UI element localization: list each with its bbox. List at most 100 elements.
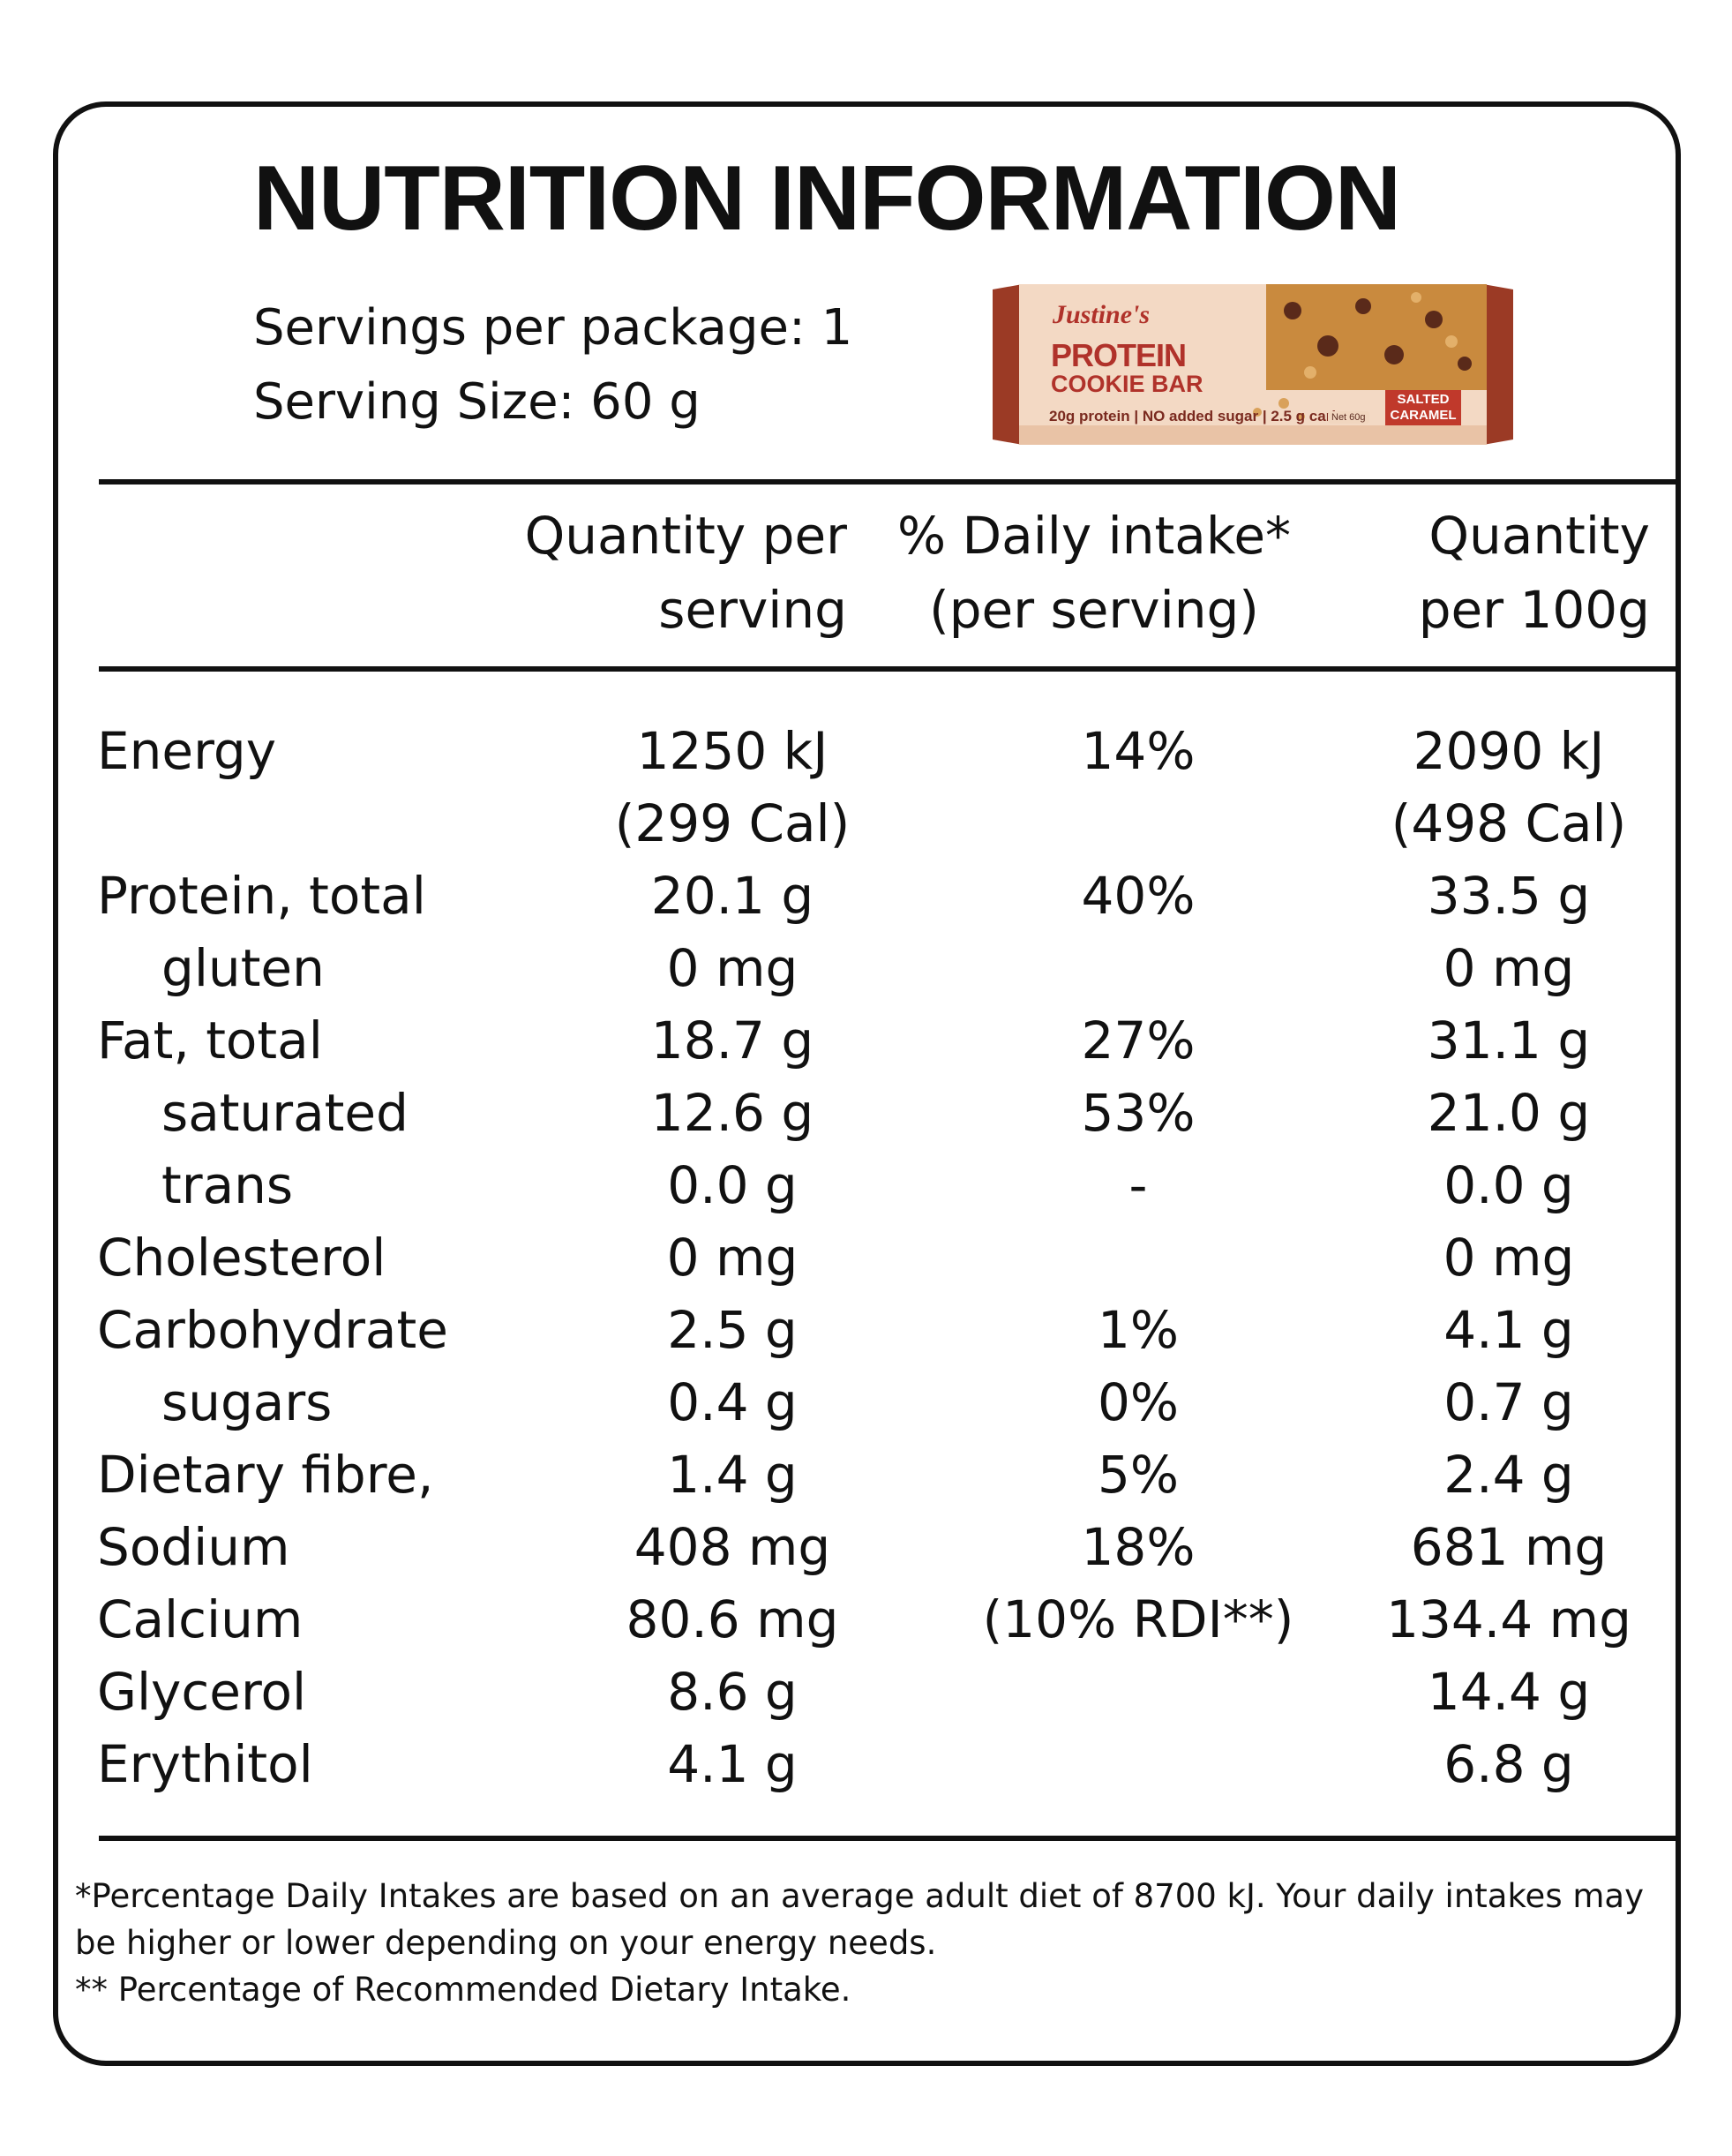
table-row: Carbohydrate 2.5 g 1% 4.1 g — [0, 1294, 1732, 1366]
table-row: gluten 0 mg 0 mg — [0, 932, 1732, 1004]
table-row: Protein, total 20.1 g 40% 33.5 g — [0, 860, 1732, 932]
quantity-per-serving: 8.6 g — [574, 1656, 891, 1728]
divider-bottom — [99, 1836, 1681, 1841]
quantity-per-serving-value: 408 mg — [634, 1517, 831, 1577]
quantity-per-serving-value: 1250 kJ — [636, 721, 829, 781]
table-row: sugars 0.4 g 0% 0.7 g — [0, 1366, 1732, 1439]
divider-top — [99, 479, 1681, 485]
table-row: saturated 12.6 g 53% 21.0 g — [0, 1077, 1732, 1149]
quantity-per-100g: 2090 kJ (498 Cal) — [1346, 715, 1672, 860]
table-row: Fat, total 18.7 g 27% 31.1 g — [0, 1004, 1732, 1077]
quantity-per-serving: 12.6 g — [574, 1077, 891, 1149]
quantity-per-serving: 1.4 g — [574, 1439, 891, 1511]
quantity-per-serving: 18.7 g — [574, 1004, 891, 1077]
quantity-per-serving-value: 20.1 g — [650, 866, 814, 926]
quantity-per-100g-value: 14.4 g — [1427, 1662, 1591, 1722]
nutrient-name: trans — [161, 1155, 294, 1215]
nutrient-name: Cholesterol — [97, 1228, 386, 1288]
header-pdi-line2: (per serving) — [929, 580, 1259, 640]
quantity-per-100g: 4.1 g — [1346, 1294, 1672, 1366]
quantity-per-100g-value: 0.0 g — [1443, 1155, 1574, 1215]
quantity-per-serving-value: 12.6 g — [650, 1083, 814, 1143]
header-quantity-per-serving: Quantity per serving — [525, 499, 847, 647]
quantity-per-100g: 31.1 g — [1346, 1004, 1672, 1077]
pack-subtitle: COOKIE BAR — [1051, 371, 1203, 397]
quantity-per-100g-value: 21.0 g — [1427, 1083, 1591, 1143]
header-quantity-per-100g: Quantity per 100g — [1419, 499, 1650, 647]
table-row: Sodium 408 mg 18% 681 mg — [0, 1511, 1732, 1583]
quantity-per-serving-value: 0.4 g — [667, 1372, 798, 1432]
daily-intake-percent: 5% — [1097, 1445, 1179, 1505]
quantity-per-serving: 0 mg — [574, 1221, 891, 1294]
quantity-per-100g: 0.0 g — [1346, 1149, 1672, 1221]
quantity-per-100g: 21.0 g — [1346, 1077, 1672, 1149]
quantity-per-serving: 0.0 g — [574, 1149, 891, 1221]
quantity-per-100g: 0.7 g — [1346, 1366, 1672, 1439]
header-q100-line1: Quantity — [1428, 506, 1650, 566]
quantity-per-100g-value: 33.5 g — [1427, 866, 1591, 926]
quantity-per-serving-value: 1.4 g — [667, 1445, 798, 1505]
quantity-per-serving: 408 mg — [574, 1511, 891, 1583]
nutrient-name: Fat, total — [97, 1010, 323, 1070]
quantity-per-100g: 0 mg — [1346, 932, 1672, 1004]
header-qps-line2: serving — [658, 580, 847, 640]
page-title: NUTRITION INFORMATION — [253, 147, 1401, 250]
pack-claims: 20g protein | NO added sugar | 2.5 g car… — [1049, 408, 1350, 424]
nutrient-name: Calcium — [97, 1589, 304, 1649]
nutrient-name: Energy — [97, 721, 277, 781]
nutrient-name: Carbohydrate — [97, 1300, 448, 1360]
quantity-per-100g-value: 2090 kJ — [1413, 721, 1605, 781]
servings-per-package: Servings per package: 1 — [253, 299, 853, 357]
quantity-per-serving-value: 4.1 g — [667, 1734, 798, 1794]
quantity-per-100g: 134.4 mg — [1346, 1583, 1672, 1656]
footnote-daily-intake: *Percentage Daily Intakes are based on a… — [75, 1877, 1644, 1962]
quantity-per-serving-value: 0 mg — [666, 1228, 799, 1288]
quantity-per-100g: 0 mg — [1346, 1221, 1672, 1294]
quantity-per-100g-value: 0.7 g — [1443, 1372, 1574, 1432]
daily-intake-percent: 27% — [1081, 1010, 1196, 1070]
quantity-per-100g: 2.4 g — [1346, 1439, 1672, 1511]
table-row: Cholesterol 0 mg 0 mg — [0, 1221, 1732, 1294]
footnotes: *Percentage Daily Intakes are based on a… — [75, 1873, 1672, 2013]
quantity-per-100g-value: 134.4 mg — [1386, 1589, 1631, 1649]
quantity-per-serving-value: (299 Cal) — [614, 793, 851, 853]
quantity-per-serving: 2.5 g — [574, 1294, 891, 1366]
quantity-per-serving-value: 0.0 g — [667, 1155, 798, 1215]
quantity-per-100g-value: 681 mg — [1410, 1517, 1608, 1577]
nutrient-name: Glycerol — [97, 1662, 307, 1722]
pack-net-weight: Net 60g — [1328, 411, 1369, 424]
quantity-per-serving: 1250 kJ (299 Cal) — [574, 715, 891, 860]
daily-intake-percent: 1% — [1097, 1300, 1179, 1360]
quantity-per-100g: 14.4 g — [1346, 1656, 1672, 1728]
quantity-per-100g-value: 4.1 g — [1443, 1300, 1574, 1360]
quantity-per-serving-value: 2.5 g — [667, 1300, 798, 1360]
daily-intake-percent: 40% — [1081, 866, 1196, 926]
daily-intake-percent: 53% — [1081, 1083, 1196, 1143]
quantity-per-serving: 0 mg — [574, 932, 891, 1004]
quantity-per-100g-value: 6.8 g — [1443, 1734, 1574, 1794]
nutrient-name: saturated — [161, 1083, 409, 1143]
nutrient-table: Energy 1250 kJ (299 Cal) 14% 2090 kJ (498 Cal… — [0, 715, 1732, 1800]
table-row: Glycerol 8.6 g 14.4 g — [0, 1656, 1732, 1728]
pack-title: PROTEIN — [1051, 337, 1187, 373]
pack-brand: Justine's — [1053, 300, 1151, 329]
quantity-per-100g-value: 31.1 g — [1427, 1010, 1591, 1070]
table-row: Dietary fibre, 1.4 g 5% 2.4 g — [0, 1439, 1732, 1511]
daily-intake-percent: 14% — [1081, 721, 1196, 781]
quantity-per-serving: 80.6 mg — [574, 1583, 891, 1656]
quantity-per-serving: 20.1 g — [574, 860, 891, 932]
serving-size: Serving Size: 60 g — [253, 373, 701, 431]
nutrient-name: Dietary fibre, — [97, 1445, 434, 1505]
header-q100-line2: per 100g — [1418, 580, 1650, 640]
daily-intake-percent: 0% — [1097, 1372, 1179, 1432]
quantity-per-serving: 4.1 g — [574, 1728, 891, 1800]
nutrient-name: Sodium — [97, 1517, 290, 1577]
quantity-per-serving-value: 8.6 g — [667, 1662, 798, 1722]
quantity-per-100g: 33.5 g — [1346, 860, 1672, 932]
pack-flavour-badge: SALTED CARAMEL — [1385, 390, 1461, 425]
product-pack-graphic — [993, 284, 1513, 445]
table-row: Calcium 80.6 mg (10% RDI**) 134.4 mg — [0, 1583, 1732, 1656]
daily-intake-percent: - — [1128, 1155, 1148, 1215]
quantity-per-100g-value: 0 mg — [1443, 938, 1575, 998]
table-row: trans 0.0 g - 0.0 g — [0, 1149, 1732, 1221]
